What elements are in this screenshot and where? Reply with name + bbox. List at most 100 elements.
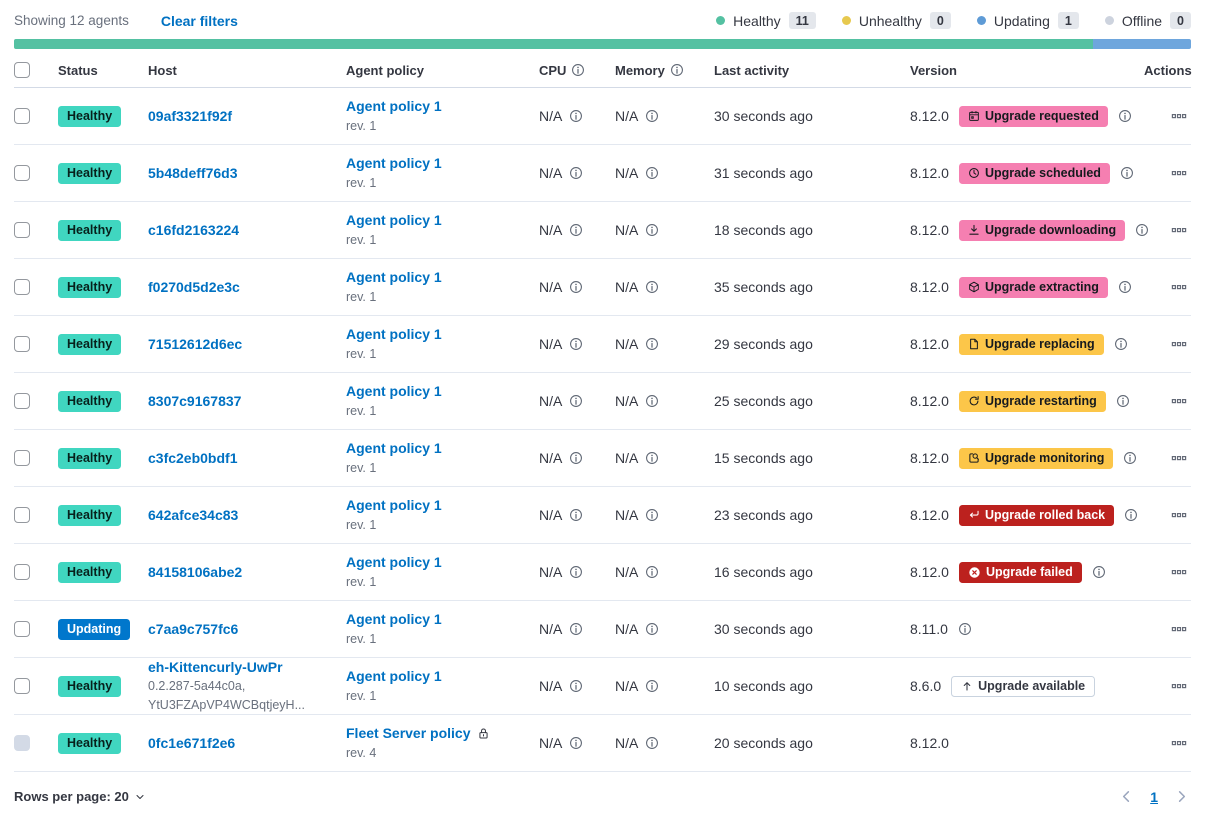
info-icon[interactable]	[569, 451, 583, 465]
policy-link[interactable]: Fleet Server policy	[346, 725, 471, 742]
info-icon[interactable]	[569, 109, 583, 123]
row-actions-button[interactable]	[1167, 674, 1191, 698]
next-page-button[interactable]	[1172, 787, 1191, 806]
info-icon[interactable]	[645, 565, 659, 579]
host-link[interactable]: 09af3321f92f	[148, 107, 233, 124]
info-icon[interactable]	[569, 565, 583, 579]
column-header-memory[interactable]: Memory	[615, 63, 714, 78]
previous-page-button[interactable]	[1117, 787, 1136, 806]
status-cell: Healthy	[58, 276, 148, 298]
row-checkbox[interactable]	[14, 393, 30, 409]
row-checkbox[interactable]	[14, 336, 30, 352]
info-icon[interactable]	[569, 679, 583, 693]
info-icon[interactable]	[1114, 337, 1128, 351]
info-icon[interactable]	[645, 622, 659, 636]
info-icon[interactable]	[569, 223, 583, 237]
host-link[interactable]: 71512612d6ec	[148, 335, 243, 352]
row-actions-button[interactable]	[1167, 104, 1191, 128]
row-checkbox[interactable]	[14, 222, 30, 238]
info-icon[interactable]	[645, 679, 659, 693]
info-icon[interactable]	[645, 736, 659, 750]
memory-value: N/A	[615, 279, 639, 295]
info-icon[interactable]	[645, 394, 659, 408]
policy-link[interactable]: Agent policy 1	[346, 668, 442, 685]
row-actions-button[interactable]	[1167, 503, 1191, 527]
host-link[interactable]: c3fc2eb0bdf1	[148, 449, 238, 466]
info-icon[interactable]	[1116, 394, 1130, 408]
policy-link[interactable]: Agent policy 1	[346, 212, 442, 229]
row-actions-button[interactable]	[1167, 731, 1191, 755]
info-icon[interactable]	[1120, 166, 1134, 180]
policy-link[interactable]: Agent policy 1	[346, 611, 442, 628]
row-checkbox[interactable]	[14, 678, 30, 694]
column-header-last-activity[interactable]: Last activity	[714, 62, 790, 78]
info-icon[interactable]	[569, 736, 583, 750]
policy-link[interactable]: Agent policy 1	[346, 269, 442, 286]
memory-value: N/A	[615, 621, 639, 637]
column-header-status[interactable]: Status	[58, 62, 98, 78]
column-header-policy[interactable]: Agent policy	[346, 62, 425, 78]
info-icon[interactable]	[645, 451, 659, 465]
info-icon[interactable]	[645, 109, 659, 123]
row-actions-button[interactable]	[1167, 560, 1191, 584]
table-row: Healthy 8307c9167837 Agent policy 1 rev. 1 N…	[14, 373, 1191, 430]
clear-filters-link[interactable]: Clear filters	[160, 12, 238, 29]
host-link[interactable]: 84158106abe2	[148, 563, 243, 580]
policy-link[interactable]: Agent policy 1	[346, 155, 442, 172]
host-link[interactable]: c16fd2163224	[148, 221, 240, 238]
row-checkbox[interactable]	[14, 165, 30, 181]
host-link[interactable]: 642afce34c83	[148, 506, 239, 523]
column-header-host[interactable]: Host	[148, 62, 177, 78]
row-checkbox[interactable]	[14, 450, 30, 466]
policy-link[interactable]: Agent policy 1	[346, 326, 442, 343]
info-icon[interactable]	[645, 337, 659, 351]
policy-link[interactable]: Agent policy 1	[346, 98, 442, 115]
row-checkbox[interactable]	[14, 108, 30, 124]
column-header-version[interactable]: Version	[910, 62, 957, 78]
info-icon[interactable]	[645, 166, 659, 180]
row-actions-button[interactable]	[1167, 617, 1191, 641]
info-icon[interactable]	[569, 394, 583, 408]
host-link[interactable]: c7aa9c757fc6	[148, 620, 239, 637]
info-icon[interactable]	[1118, 280, 1132, 294]
info-icon[interactable]	[645, 223, 659, 237]
host-link[interactable]: f0270d5d2e3c	[148, 278, 240, 295]
row-checkbox[interactable]	[14, 621, 30, 637]
info-icon[interactable]	[645, 280, 659, 294]
info-icon[interactable]	[569, 166, 583, 180]
info-icon[interactable]	[1092, 565, 1106, 579]
host-link[interactable]: 0fc1e671f2e6	[148, 734, 236, 751]
row-checkbox[interactable]	[14, 279, 30, 295]
policy-link[interactable]: Agent policy 1	[346, 383, 442, 400]
select-all-checkbox[interactable]	[14, 62, 30, 78]
row-actions-button[interactable]	[1167, 161, 1191, 185]
info-icon[interactable]	[1124, 508, 1138, 522]
info-icon[interactable]	[569, 508, 583, 522]
policy-link[interactable]: Agent policy 1	[346, 554, 442, 571]
info-icon[interactable]	[569, 337, 583, 351]
host-link[interactable]: eh-Kittencurly-UwPr	[148, 659, 283, 676]
info-icon[interactable]	[1118, 109, 1132, 123]
info-icon[interactable]	[645, 508, 659, 522]
info-icon[interactable]	[958, 622, 972, 636]
info-icon[interactable]	[670, 63, 684, 77]
info-icon[interactable]	[571, 63, 585, 77]
row-actions-button[interactable]	[1167, 332, 1191, 356]
info-icon[interactable]	[569, 280, 583, 294]
info-icon[interactable]	[1123, 451, 1137, 465]
host-link[interactable]: 5b48deff76d3	[148, 164, 238, 181]
row-checkbox[interactable]	[14, 564, 30, 580]
info-icon[interactable]	[569, 622, 583, 636]
row-actions-button[interactable]	[1167, 275, 1191, 299]
row-actions-button[interactable]	[1167, 389, 1191, 413]
info-icon[interactable]	[1135, 223, 1149, 237]
policy-link[interactable]: Agent policy 1	[346, 497, 442, 514]
page-number-button[interactable]: 1	[1150, 788, 1158, 805]
rows-per-page-button[interactable]: Rows per page: 20	[14, 789, 146, 804]
column-header-cpu[interactable]: CPU	[539, 63, 615, 78]
row-actions-button[interactable]	[1167, 446, 1191, 470]
policy-link[interactable]: Agent policy 1	[346, 440, 442, 457]
host-link[interactable]: 8307c9167837	[148, 392, 242, 409]
row-actions-button[interactable]	[1167, 218, 1191, 242]
row-checkbox[interactable]	[14, 507, 30, 523]
